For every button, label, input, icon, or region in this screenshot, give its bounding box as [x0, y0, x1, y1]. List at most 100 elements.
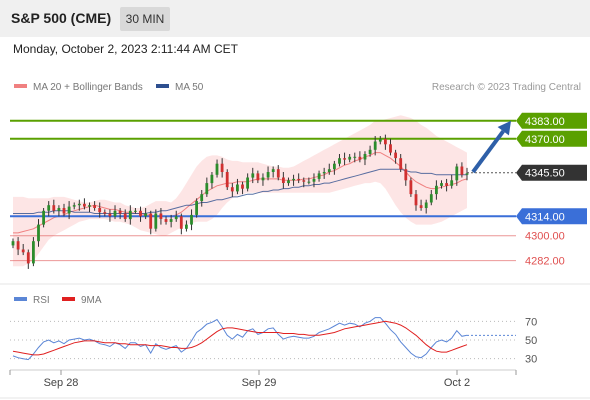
- candle-body: [118, 210, 122, 214]
- candle-body: [159, 213, 163, 219]
- candle-body: [414, 194, 418, 206]
- instrument-title: S&P 500 (CME): [11, 10, 112, 26]
- candle-body: [93, 205, 96, 208]
- candle-body: [108, 213, 112, 217]
- candle-body: [225, 172, 229, 188]
- candle-body: [37, 224, 40, 242]
- candles: [11, 134, 469, 269]
- x-tick-label: Sep 29: [242, 377, 277, 389]
- candle-body: [72, 205, 76, 207]
- candle-body: [52, 205, 56, 211]
- candle-body: [134, 210, 137, 212]
- candle-body: [338, 158, 341, 164]
- rsi-tick-label: 50: [525, 335, 537, 347]
- level-tag-support: [516, 208, 587, 225]
- candle-body: [404, 169, 408, 181]
- candle-body: [465, 173, 469, 175]
- candle-body: [358, 156, 362, 160]
- level-tag-resistance: [516, 112, 587, 129]
- candle-body: [42, 210, 45, 225]
- candle-body: [363, 154, 367, 160]
- candle-body: [57, 208, 61, 211]
- credit-text: Research © 2023 Trading Central: [432, 82, 581, 93]
- candle-body: [241, 184, 244, 189]
- candle-body: [113, 210, 117, 217]
- candle-body: [445, 183, 448, 186]
- candle-body: [174, 216, 178, 220]
- ma50-line: [13, 168, 467, 214]
- candle-body: [460, 166, 464, 175]
- candle-body: [343, 158, 346, 160]
- candle-body: [154, 213, 158, 229]
- candle-body: [302, 180, 306, 182]
- trend-arrow-head: [497, 120, 511, 136]
- candle-body: [144, 213, 147, 217]
- candle-body: [440, 183, 443, 186]
- candle-body: [307, 181, 311, 183]
- candle-body: [230, 187, 234, 192]
- candle-body: [429, 194, 433, 203]
- candle-body: [394, 152, 397, 159]
- candle-body: [276, 169, 280, 178]
- legend-label-ma20: MA 20 + Bollinger Bands: [33, 82, 143, 93]
- candle-body: [378, 138, 382, 142]
- level-label-minor: 4300.00: [525, 231, 565, 243]
- candle-body: [373, 141, 377, 150]
- rsi-line: [12, 317, 468, 361]
- candle-body: [164, 219, 168, 222]
- rsi-tick-label: 70: [525, 316, 537, 328]
- level-tag-resistance: [516, 130, 587, 147]
- candle-body: [389, 144, 392, 153]
- candle-body: [435, 185, 438, 195]
- price-panel: 4383.00 4370.00 4314.00 4300.00 4282.00 4345.…: [10, 112, 587, 269]
- candle-body: [348, 156, 352, 160]
- candle-body: [327, 169, 331, 172]
- legend-swatch-rsi: [14, 297, 27, 301]
- candle-body: [333, 163, 336, 170]
- ma20-line: [13, 152, 468, 234]
- candle-body: [77, 203, 81, 206]
- candle-body: [424, 202, 428, 208]
- level-label-minor: 4282.00: [525, 256, 565, 268]
- candle-body: [103, 212, 107, 214]
- candle-body: [62, 208, 66, 214]
- timeframe-button[interactable]: 30 MIN: [120, 7, 170, 31]
- candle-body: [210, 174, 214, 184]
- legend-label-9ma: 9MA: [81, 295, 102, 306]
- candle-body: [246, 177, 249, 189]
- legend-label-ma50: MA 50: [175, 82, 204, 93]
- candle-body: [169, 219, 173, 222]
- candle-body: [256, 173, 260, 181]
- x-axis: Sep 28 Sep 29 Oct 2: [9, 370, 517, 389]
- candle-body: [215, 163, 219, 175]
- candle-body: [450, 180, 454, 186]
- candle-body: [98, 208, 102, 213]
- legend-label-rsi: RSI: [33, 295, 50, 306]
- bollinger-band: [13, 115, 467, 267]
- candle-body: [317, 173, 321, 179]
- candle-body: [384, 138, 387, 145]
- candle-body: [67, 206, 71, 214]
- candle-body: [139, 210, 142, 217]
- candle-body: [123, 213, 127, 219]
- candle-body: [353, 156, 357, 158]
- level-label-resistance: 4370.00: [525, 134, 565, 146]
- candle-body: [236, 184, 239, 192]
- candle-body: [200, 194, 204, 202]
- candle-body: [32, 241, 35, 264]
- candle-body: [251, 173, 255, 178]
- rsi-panel: 70 50 30: [10, 316, 537, 366]
- x-tick-label: Sep 28: [44, 377, 79, 389]
- candle-body: [179, 216, 183, 229]
- candle-body: [409, 180, 413, 195]
- candle-body: [297, 178, 301, 181]
- last-price-tag: [516, 164, 587, 181]
- candle-body: [399, 158, 403, 170]
- chart-header: S&P 500 (CME) 30 MIN: [0, 0, 590, 37]
- timestamp: Monday, October 2, 2023 2:11:44 AM CET: [13, 42, 239, 56]
- rsi-9ma-line: [12, 320, 468, 356]
- candle-body: [261, 177, 265, 181]
- candle-body: [88, 205, 91, 207]
- candle-body: [149, 213, 153, 229]
- candle-body: [455, 166, 459, 181]
